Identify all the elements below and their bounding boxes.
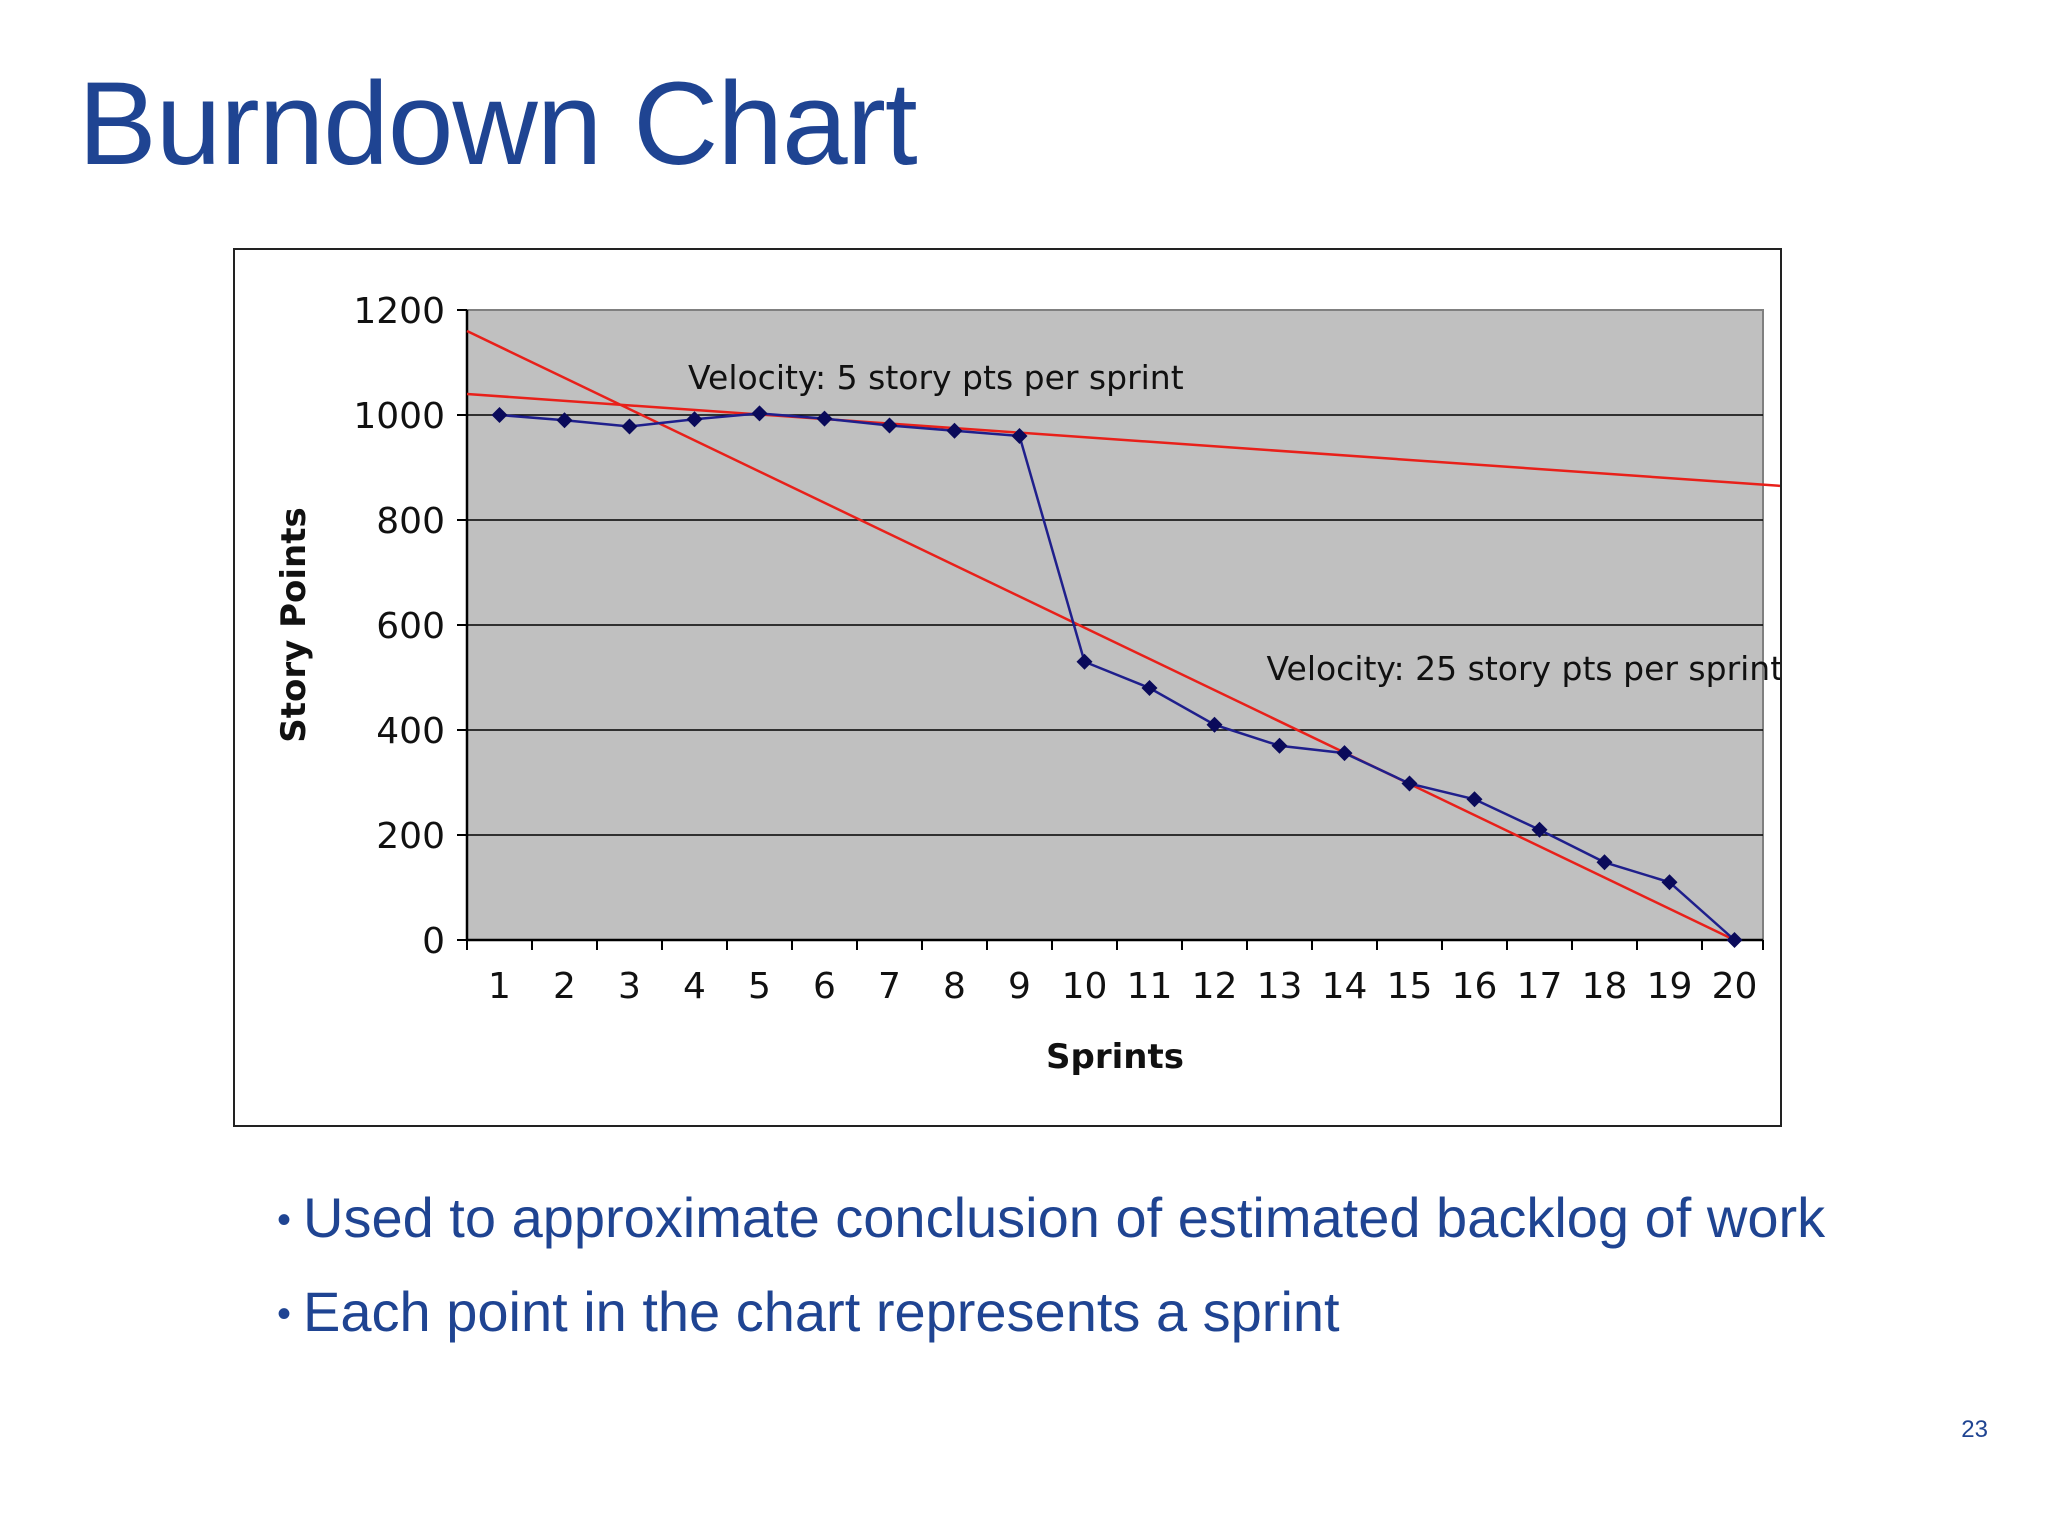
data-point: [491, 407, 508, 423]
x-tick-label: 4: [683, 966, 706, 1007]
x-tick-label: 14: [1322, 966, 1368, 1007]
bullet-text: Used to approximate conclusion of estima…: [303, 1186, 1826, 1249]
y-tick-label: 0: [422, 921, 445, 962]
y-axis-label: Story Points: [274, 507, 314, 743]
x-tick-label: 1: [488, 966, 511, 1007]
x-axis-label: Sprints: [1046, 1037, 1184, 1077]
data-point: [1466, 791, 1483, 808]
data-point: [881, 417, 898, 434]
x-tick-label: 16: [1452, 966, 1498, 1007]
y-tick-label: 400: [376, 711, 445, 752]
page-number: 23: [1961, 1416, 1988, 1443]
x-tick-label: 6: [813, 966, 836, 1007]
bullet-item: • Used to approximate conclusion of estim…: [277, 1190, 1837, 1246]
y-tick-label: 800: [376, 501, 445, 542]
x-tick-label: 12: [1192, 966, 1238, 1007]
x-tick-label: 3: [618, 966, 641, 1007]
bullet-dot-icon: •: [277, 1292, 292, 1336]
burndown-chart: 0 200 400 600 800 1000 1200 1 2 3 4 5 6 7 8 9 10 11 12 13 14…: [233, 248, 1782, 1127]
x-tick-label: 15: [1387, 966, 1433, 1007]
data-point: [621, 418, 638, 435]
bullet-text: Each point in the chart represents a spr…: [303, 1280, 1340, 1343]
bullet-item: • Each point in the chart represents a sp…: [277, 1284, 1837, 1340]
data-point: [686, 411, 703, 428]
trend-line: [466, 329, 1736, 942]
series-line: [499, 412, 1736, 941]
data-point: [1206, 716, 1223, 733]
x-tick-label: 11: [1127, 966, 1173, 1007]
data-point: [946, 422, 963, 439]
x-tick-label: 7: [878, 966, 901, 1007]
x-tick-label: 17: [1517, 966, 1563, 1007]
data-point: [1596, 854, 1613, 871]
data-point: [1726, 932, 1743, 948]
trend-lines: Velocity: 5 story pts per sprint Velocity…: [466, 329, 1781, 942]
y-tick-label: 1000: [353, 396, 445, 437]
x-tick-label: 8: [943, 966, 966, 1007]
x-tick-label: 9: [1008, 966, 1031, 1007]
data-point: [1141, 680, 1158, 696]
data-point: [751, 405, 768, 422]
trend-line-label: Velocity: 25 story pts per sprint: [1267, 649, 1781, 688]
data-point: [816, 410, 833, 427]
data-point: [1011, 428, 1028, 444]
data-point: [1661, 874, 1678, 891]
data-point: [1531, 821, 1548, 838]
slide-title: Burndown Chart: [78, 58, 918, 190]
y-tick-label: 1200: [353, 291, 445, 332]
gridlines: [467, 414, 1763, 836]
x-tick-label: 10: [1062, 966, 1108, 1007]
trend-line-label: Velocity: 5 story pts per sprint: [688, 358, 1184, 397]
data-point: [1076, 653, 1093, 670]
data-point: [1401, 775, 1418, 792]
data-point: [1336, 745, 1353, 762]
bullet-dot-icon: •: [277, 1198, 292, 1242]
data-point: [556, 412, 573, 429]
bullet-list: • Used to approximate conclusion of estim…: [277, 1190, 1837, 1378]
x-tick-label: 13: [1257, 966, 1303, 1007]
trend-line: [466, 392, 1780, 488]
data-point: [1271, 737, 1288, 754]
x-tick-label: 5: [748, 966, 771, 1007]
y-tick-label: 200: [376, 816, 445, 857]
x-tick-label: 2: [553, 966, 576, 1007]
y-tick-label: 600: [376, 606, 445, 647]
x-tick-label: 19: [1647, 966, 1693, 1007]
series-layer: [491, 405, 1743, 948]
x-tick-label: 20: [1712, 966, 1758, 1007]
x-tick-label: 18: [1582, 966, 1628, 1007]
